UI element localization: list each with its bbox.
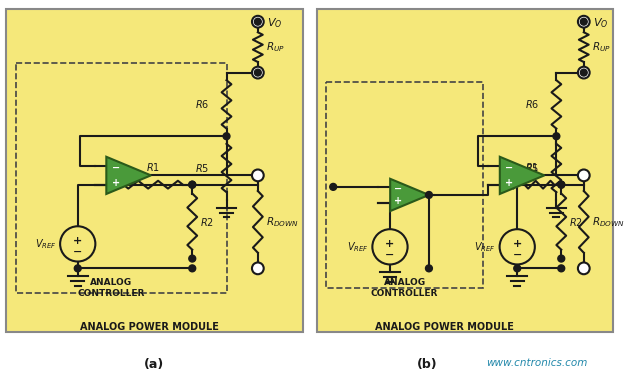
Polygon shape [106, 157, 151, 194]
Text: $V_{REF}$: $V_{REF}$ [35, 237, 56, 251]
Circle shape [553, 133, 560, 140]
Circle shape [252, 263, 264, 274]
Text: (b): (b) [417, 358, 437, 372]
Text: $V_{REF}$: $V_{REF}$ [474, 240, 496, 254]
Circle shape [500, 229, 535, 264]
Circle shape [189, 181, 196, 188]
Circle shape [189, 265, 196, 272]
Text: www.cntronics.com: www.cntronics.com [486, 358, 588, 368]
Text: −: − [386, 249, 394, 259]
Circle shape [514, 265, 520, 272]
Text: $R6$: $R6$ [525, 99, 539, 110]
Text: $V_{REF}$: $V_{REF}$ [346, 240, 369, 254]
Polygon shape [390, 179, 429, 211]
Circle shape [580, 69, 587, 76]
Bar [6, 9, 303, 332]
Circle shape [189, 255, 196, 262]
Text: −: − [513, 249, 522, 259]
Text: ANALOG POWER MODULE: ANALOG POWER MODULE [79, 322, 219, 332]
Circle shape [223, 133, 230, 140]
Text: $R5$: $R5$ [525, 162, 539, 174]
Text: $V_O$: $V_O$ [593, 16, 608, 30]
Text: $R6$: $R6$ [195, 99, 209, 110]
Circle shape [578, 16, 590, 28]
Circle shape [425, 191, 432, 198]
Circle shape [580, 18, 587, 25]
Circle shape [578, 263, 590, 274]
Text: −: − [394, 184, 403, 194]
Circle shape [252, 16, 264, 28]
Text: +: + [386, 239, 394, 249]
Text: $R2$: $R2$ [200, 216, 214, 228]
Text: $R_{DOWN}$: $R_{DOWN}$ [592, 215, 624, 229]
Text: −: − [73, 247, 83, 257]
Circle shape [578, 169, 590, 181]
Circle shape [558, 255, 564, 262]
Circle shape [255, 18, 261, 25]
Text: $R1$: $R1$ [525, 161, 539, 173]
Text: $R1$: $R1$ [146, 161, 160, 173]
Text: +: + [513, 239, 522, 249]
Circle shape [329, 183, 336, 190]
Circle shape [74, 265, 81, 272]
Bar [326, 82, 483, 288]
Text: +: + [73, 236, 83, 246]
Text: $R_{UP}$: $R_{UP}$ [266, 40, 285, 54]
Text: $V_O$: $V_O$ [266, 16, 282, 30]
Text: +: + [112, 178, 120, 188]
Circle shape [60, 226, 95, 261]
Text: $R_{UP}$: $R_{UP}$ [592, 40, 610, 54]
Circle shape [252, 67, 264, 79]
Text: ANALOG: ANALOG [384, 278, 426, 287]
Polygon shape [500, 157, 544, 194]
Text: (a): (a) [144, 358, 164, 372]
Circle shape [558, 181, 564, 188]
Bar [316, 9, 613, 332]
Text: $R2$: $R2$ [569, 216, 583, 228]
Text: $R_{DOWN}$: $R_{DOWN}$ [266, 215, 299, 229]
Text: ANALOG POWER MODULE: ANALOG POWER MODULE [375, 322, 514, 332]
Circle shape [558, 181, 564, 188]
Circle shape [189, 181, 196, 188]
Text: −: − [112, 163, 120, 173]
Circle shape [558, 265, 564, 272]
Circle shape [255, 69, 261, 76]
Circle shape [425, 265, 432, 272]
Text: −: − [505, 163, 513, 173]
Text: CONTROLLER: CONTROLLER [371, 289, 438, 298]
Text: CONTROLLER: CONTROLLER [77, 289, 145, 298]
Circle shape [578, 67, 590, 79]
Bar [16, 63, 227, 293]
Text: +: + [505, 178, 513, 188]
Circle shape [252, 169, 264, 181]
Text: ANALOG: ANALOG [90, 278, 132, 287]
Circle shape [372, 229, 408, 264]
Text: +: + [394, 196, 403, 206]
Text: $R5$: $R5$ [195, 162, 209, 174]
